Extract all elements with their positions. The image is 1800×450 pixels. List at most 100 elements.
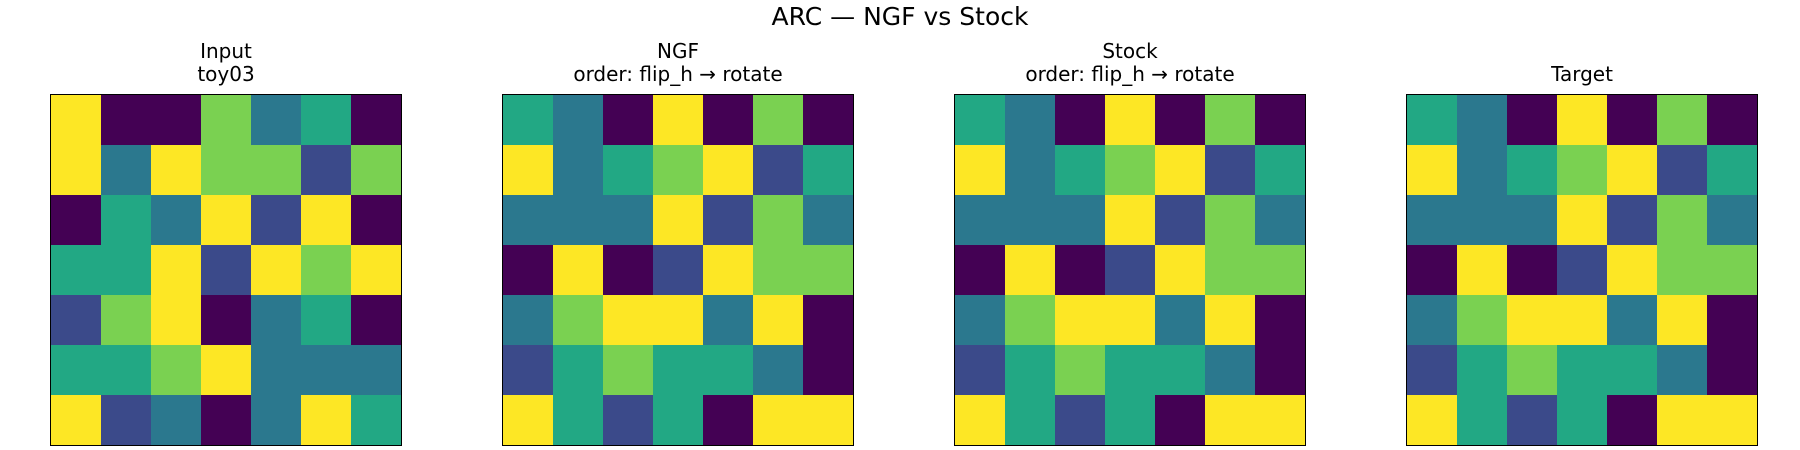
grid-cell xyxy=(1055,245,1105,295)
grid-cell xyxy=(1407,295,1457,345)
grid-cell xyxy=(351,245,401,295)
grid-cell xyxy=(1255,395,1305,445)
grid-cell xyxy=(1055,345,1105,395)
grid-cell xyxy=(703,95,753,145)
panel-subheading: toy03 xyxy=(197,62,255,86)
grid-cell xyxy=(1457,195,1507,245)
grid-cell xyxy=(151,345,201,395)
grid-cell xyxy=(251,395,301,445)
grid-cell xyxy=(1105,395,1155,445)
panel-heading: Target xyxy=(1551,62,1613,86)
grid-cell xyxy=(955,245,1005,295)
grid-cell xyxy=(51,95,101,145)
grid-cell xyxy=(201,395,251,445)
grid-cell xyxy=(1005,145,1055,195)
grid-cell xyxy=(653,395,703,445)
grid-cell xyxy=(1055,195,1105,245)
grid-cell xyxy=(101,245,151,295)
grid-cell xyxy=(1607,145,1657,195)
grid-cell xyxy=(703,245,753,295)
grid-cell xyxy=(151,395,201,445)
grid-cell xyxy=(301,95,351,145)
grid-cell xyxy=(251,295,301,345)
grid-cell xyxy=(1255,345,1305,395)
grid-cell xyxy=(553,95,603,145)
grid-cell xyxy=(753,195,803,245)
grid-cell xyxy=(1507,295,1557,345)
grid-cell xyxy=(1055,295,1105,345)
grid-cell xyxy=(151,145,201,195)
grid-cell xyxy=(1457,95,1507,145)
grid-cell xyxy=(1507,345,1557,395)
grid-cell xyxy=(653,95,703,145)
grid-cell xyxy=(251,345,301,395)
grid-cell xyxy=(553,145,603,195)
grid-cell xyxy=(803,195,853,245)
grid-cell xyxy=(653,295,703,345)
grid-cell xyxy=(603,345,653,395)
grid-cell xyxy=(1657,245,1707,295)
grid-cell xyxy=(1055,145,1105,195)
grid-cell xyxy=(1155,395,1205,445)
grid-cell xyxy=(101,395,151,445)
grid-cell xyxy=(955,395,1005,445)
grid-cell xyxy=(201,145,251,195)
grid-cell xyxy=(1457,345,1507,395)
grid-cell xyxy=(803,345,853,395)
grid-cell xyxy=(251,195,301,245)
grid-cell xyxy=(1155,345,1205,395)
grid-cell xyxy=(351,95,401,145)
grid-cell xyxy=(1005,95,1055,145)
grid-cell xyxy=(1657,95,1707,145)
grid-cell xyxy=(955,345,1005,395)
grid-cell xyxy=(1255,245,1305,295)
grid-cell xyxy=(1607,95,1657,145)
grid-cell xyxy=(553,245,603,295)
grid-cell xyxy=(703,395,753,445)
grid-cell xyxy=(251,245,301,295)
grid-ngf xyxy=(502,94,854,446)
grid-cell xyxy=(1507,195,1557,245)
grid-cell xyxy=(503,395,553,445)
grid-cell xyxy=(1557,245,1607,295)
grid-cell xyxy=(151,295,201,345)
grid-cell xyxy=(1205,395,1255,445)
grid-cell xyxy=(1155,295,1205,345)
grid-cell xyxy=(1005,295,1055,345)
grid-cell xyxy=(101,195,151,245)
grid-cell xyxy=(603,245,653,295)
grid-cell xyxy=(603,195,653,245)
grid-cell xyxy=(1005,245,1055,295)
grid-stock xyxy=(954,94,1306,446)
grid-target xyxy=(1406,94,1758,446)
grid-cell xyxy=(1657,295,1707,345)
grid-cell xyxy=(101,95,151,145)
panel-heading: NGF xyxy=(657,39,699,63)
grid-cell xyxy=(803,395,853,445)
grid-cell xyxy=(1657,195,1707,245)
grid-cell xyxy=(955,95,1005,145)
grid-cell xyxy=(1255,95,1305,145)
grid-cell xyxy=(351,145,401,195)
figure-title: ARC — NGF vs Stock xyxy=(771,2,1029,31)
grid-cell xyxy=(503,245,553,295)
grid-cell xyxy=(1707,145,1757,195)
grid-cell xyxy=(1507,95,1557,145)
grid-cell xyxy=(151,195,201,245)
grid-cell xyxy=(301,295,351,345)
grid-cell xyxy=(301,345,351,395)
grid-cell xyxy=(151,95,201,145)
grid-cell xyxy=(201,95,251,145)
grid-cell xyxy=(301,245,351,295)
grid-cell xyxy=(351,195,401,245)
grid-cell xyxy=(753,295,803,345)
grid-cell xyxy=(753,95,803,145)
panel-heading: Input xyxy=(200,39,252,63)
grid-cell xyxy=(955,295,1005,345)
grid-cell xyxy=(553,295,603,345)
grid-cell xyxy=(503,345,553,395)
grid-cell xyxy=(703,195,753,245)
grid-cell xyxy=(51,395,101,445)
grid-cell xyxy=(1457,295,1507,345)
grid-cell xyxy=(503,145,553,195)
